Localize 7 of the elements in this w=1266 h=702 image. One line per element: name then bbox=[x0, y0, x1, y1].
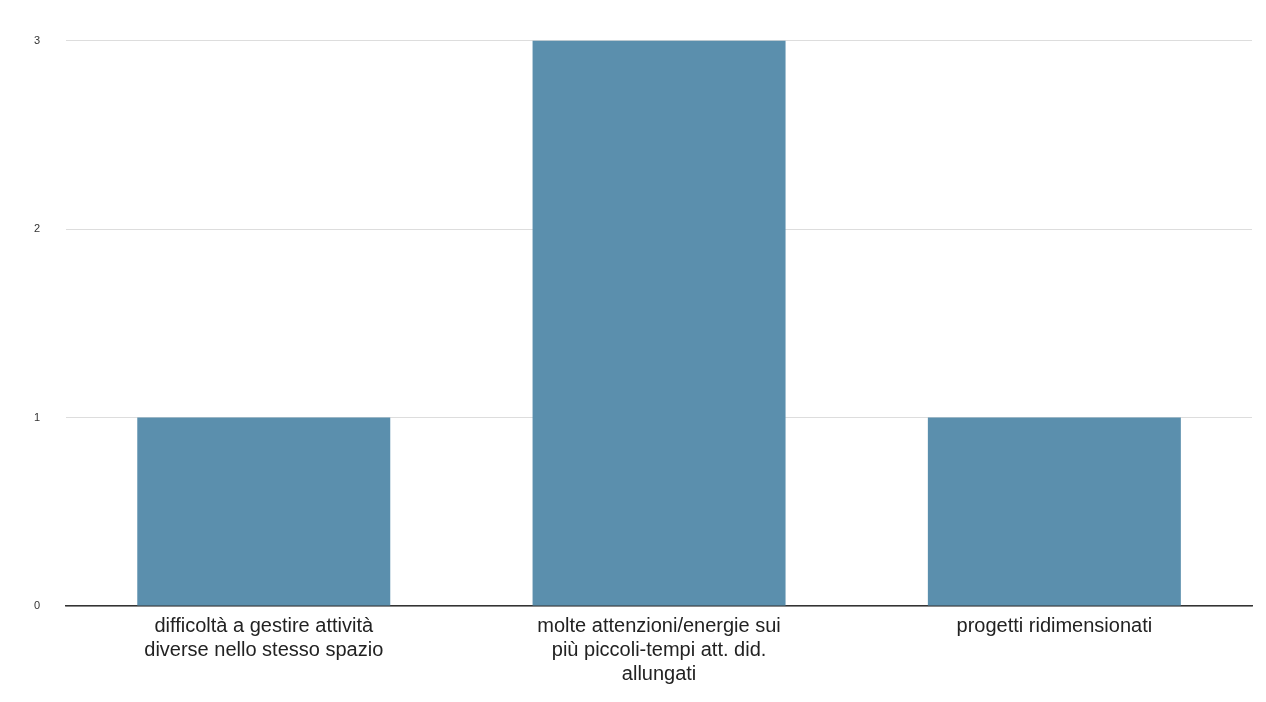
y-tick-label: 0 bbox=[33, 599, 41, 612]
x-tick-label: difficoltà a gestire attività diverse nello stesso spazio bbox=[144, 613, 384, 660]
y-tick-label: 2 bbox=[33, 222, 41, 235]
x-tick-label: progetti ridimensionati bbox=[956, 613, 1153, 636]
x-tick-label: molte attenzioni/energie sui più piccoli-tempi att. did. allungati bbox=[537, 613, 781, 684]
y-tick-label: 1 bbox=[33, 410, 41, 423]
y-tick-label: 3 bbox=[33, 33, 41, 46]
